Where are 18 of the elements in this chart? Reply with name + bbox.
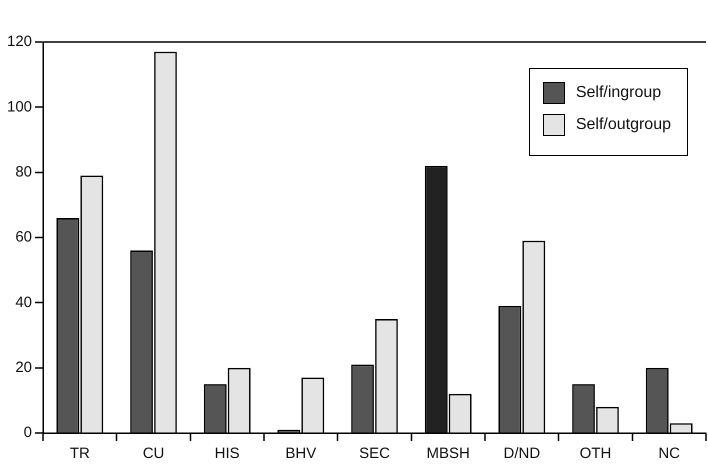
x-tick-label: SEC <box>359 445 390 462</box>
y-tick-label: 80 <box>15 163 32 180</box>
x-tick-label: OTH <box>580 445 612 462</box>
x-tick-label: CU <box>142 445 164 462</box>
y-tick-label: 100 <box>6 98 32 116</box>
y-tick-label: 120 <box>6 33 32 50</box>
y-tick-label: 60 <box>15 228 32 246</box>
y-tick-label: 40 <box>15 294 32 311</box>
y-tick-label: 0 <box>24 424 32 442</box>
x-tick-label: BHV <box>285 445 316 462</box>
x-tick-label: D/ND <box>504 445 540 462</box>
y-tick-label: 20 <box>15 358 32 376</box>
x-tick-label: TR <box>70 445 90 462</box>
legend-label: Self/outgroup <box>576 116 671 134</box>
legend-label: Self/ingroup <box>576 84 662 102</box>
x-tick-label: MBSH <box>426 445 470 462</box>
x-tick-label: HIS <box>214 445 240 462</box>
x-tick-label: NC <box>658 445 680 462</box>
